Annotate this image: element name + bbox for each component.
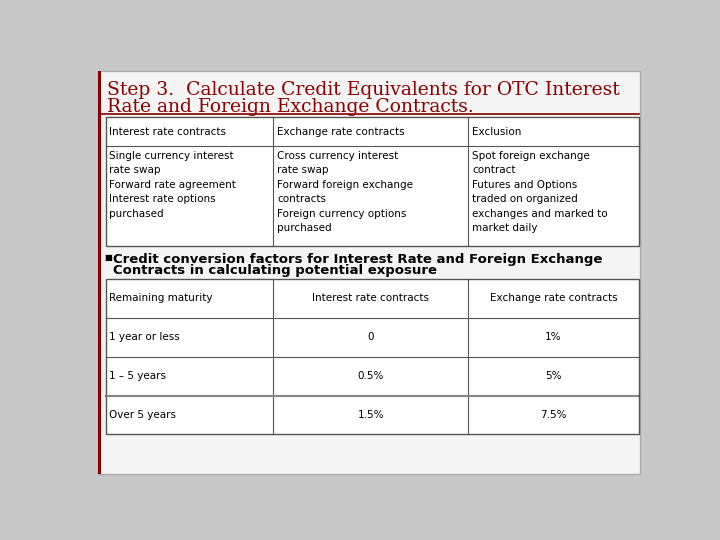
Text: 7.5%: 7.5% — [540, 410, 567, 420]
Text: Step 3.  Calculate Credit Equivalents for OTC Interest: Step 3. Calculate Credit Equivalents for… — [107, 81, 620, 99]
Text: Cross currency interest
rate swap
Forward foreign exchange
contracts
Foreign cur: Cross currency interest rate swap Forwar… — [277, 151, 413, 233]
Bar — [98, 71, 101, 475]
Text: Interest rate contracts: Interest rate contracts — [109, 127, 226, 137]
Text: Single currency interest
rate swap
Forward rate agreement
Interest rate options
: Single currency interest rate swap Forwa… — [109, 151, 236, 219]
Text: 5%: 5% — [545, 371, 562, 381]
Text: 1%: 1% — [545, 332, 562, 342]
Text: Rate and Foreign Exchange Contracts.: Rate and Foreign Exchange Contracts. — [107, 98, 474, 116]
Text: Exchange rate contracts: Exchange rate contracts — [490, 293, 617, 303]
Text: Spot foreign exchange
contract
Futures and Options
traded on organized
exchanges: Spot foreign exchange contract Futures a… — [472, 151, 608, 233]
Text: 1 – 5 years: 1 – 5 years — [109, 371, 166, 381]
Text: Over 5 years: Over 5 years — [109, 410, 176, 420]
Bar — [106, 279, 639, 434]
Text: Remaining maturity: Remaining maturity — [109, 293, 213, 303]
Text: Exclusion: Exclusion — [472, 127, 521, 137]
Text: Interest rate contracts: Interest rate contracts — [312, 293, 429, 303]
Text: 1.5%: 1.5% — [358, 410, 384, 420]
Text: Credit conversion factors for Interest Rate and Foreign Exchange: Credit conversion factors for Interest R… — [113, 253, 603, 266]
Text: Exchange rate contracts: Exchange rate contracts — [277, 127, 405, 137]
Text: 0: 0 — [367, 332, 374, 342]
Text: Contracts in calculating potential exposure: Contracts in calculating potential expos… — [113, 264, 437, 277]
Text: 0.5%: 0.5% — [358, 371, 384, 381]
Bar — [106, 117, 639, 246]
Text: ■: ■ — [104, 253, 112, 262]
Text: 1 year or less: 1 year or less — [109, 332, 180, 342]
